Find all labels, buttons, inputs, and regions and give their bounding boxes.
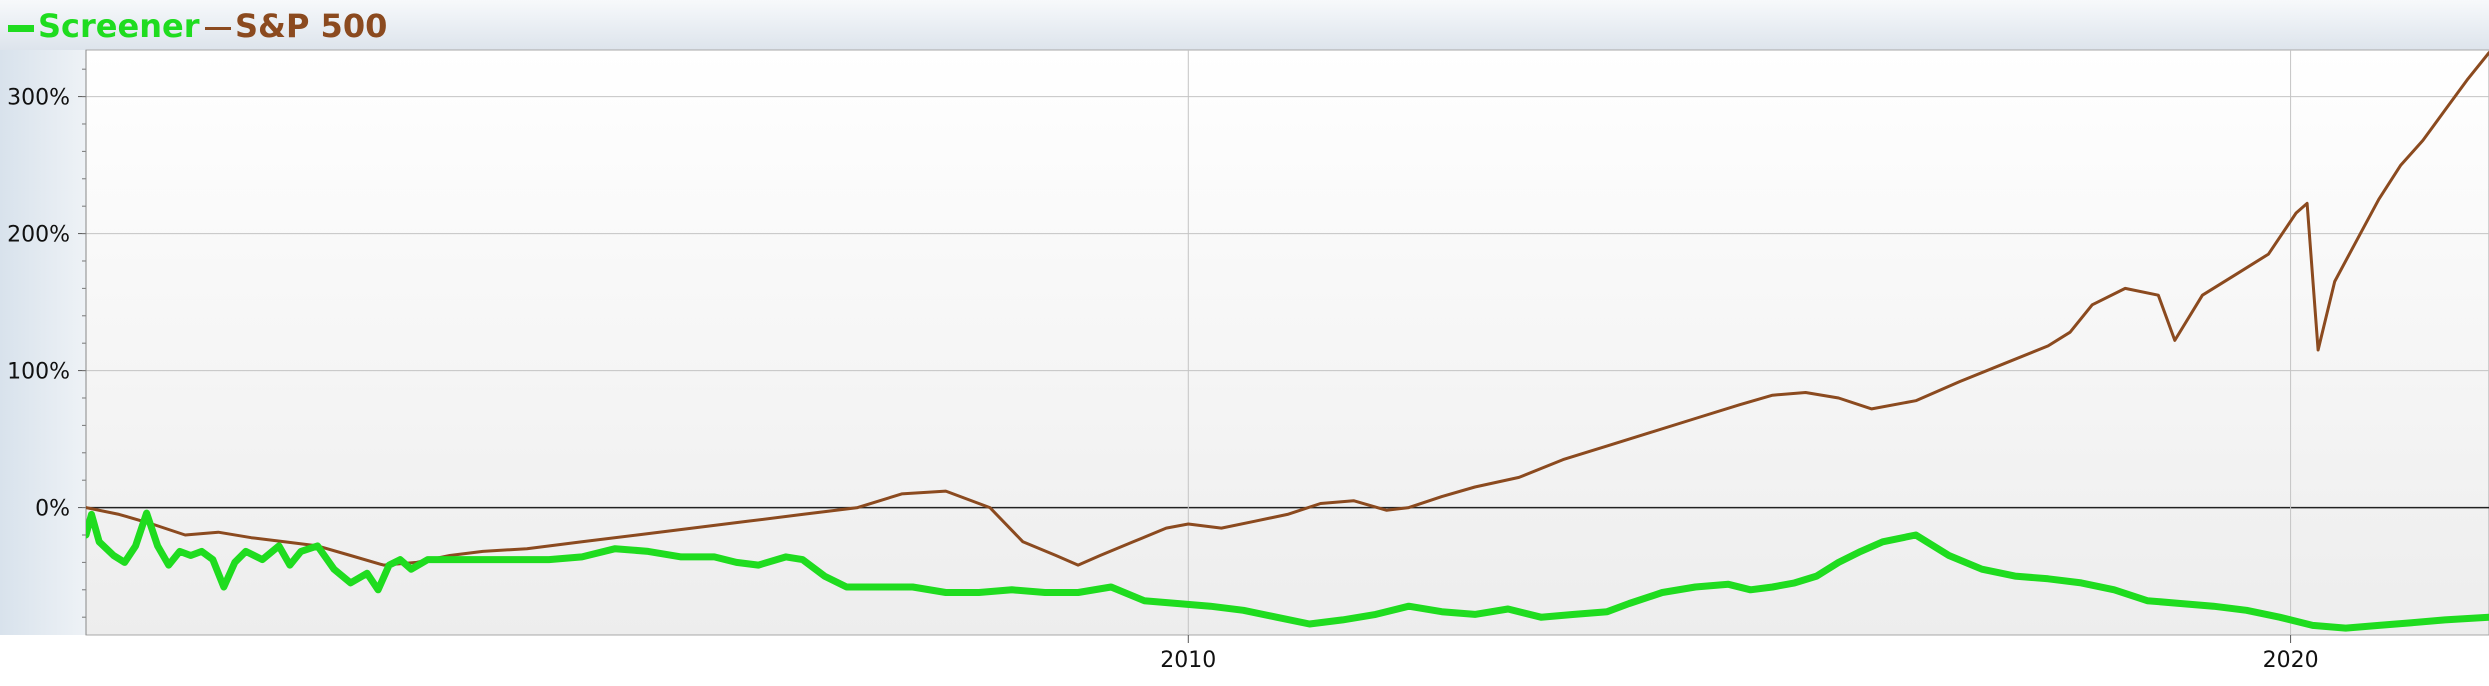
x-tick-label: 2020 xyxy=(2263,648,2319,673)
legend-item-sp500[interactable]: S&P 500 xyxy=(205,6,387,46)
legend-label-screener: Screener xyxy=(38,7,200,45)
y-tick-label: 300% xyxy=(7,86,70,111)
legend-swatch-screener xyxy=(8,24,34,32)
series-line-screener xyxy=(86,509,2489,632)
plot-area xyxy=(85,49,2489,636)
y-tick-label: 100% xyxy=(7,360,70,385)
legend-swatch-sp500 xyxy=(205,26,231,30)
series-lines xyxy=(86,51,2489,632)
legend-item-screener[interactable]: Screener xyxy=(8,6,199,46)
legend-label-sp500: S&P 500 xyxy=(235,7,388,45)
series-line-sp500 xyxy=(86,51,2489,567)
y-tick-label: 0% xyxy=(35,497,70,522)
y-axis-panel xyxy=(0,50,86,635)
gridlines xyxy=(86,50,2489,635)
y-tick-label: 200% xyxy=(7,223,70,248)
x-tick-label: 2010 xyxy=(1160,648,1216,673)
